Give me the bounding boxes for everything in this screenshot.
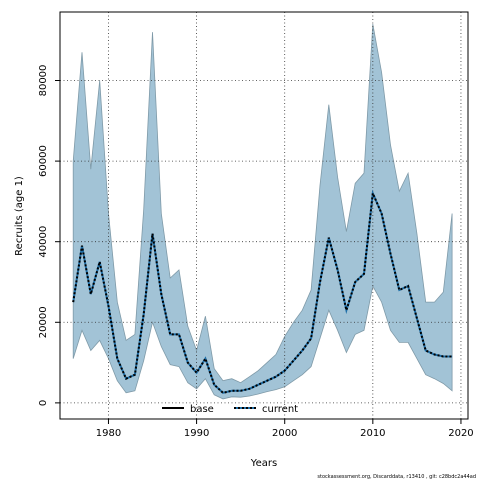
confidence-band-layer [72,24,453,400]
y-tick-label: 20000 [38,306,49,338]
legend-label-base: base [190,404,214,415]
y-axis-title: Recruits (age 1) [14,176,25,256]
y-tick-label: 40000 [38,226,49,258]
axis-layer: 1980 1990 2000 2010 2020 0 20000 40000 60000 8000… [38,65,474,439]
x-tick-label: 2020 [448,428,473,439]
series-line-layer [72,189,453,394]
x-tick-label: 1990 [184,428,209,439]
y-tick-label: 80000 [38,65,49,97]
y-tick-label: 60000 [38,145,49,177]
legend: base current [162,404,298,415]
x-tick-label: 1980 [96,428,121,439]
series-line-current-under [72,189,453,394]
x-axis-title: Years [250,458,277,469]
footer-credit: stockassessment.org, Discarddata, r13410… [317,474,476,480]
plot-frame [59,11,469,420]
grid-layer [60,12,468,419]
y-tick-label: 0 [38,400,49,406]
legend-label-current: current [262,404,298,415]
confidence-band [72,24,453,400]
x-tick-label: 2010 [360,428,385,439]
x-tick-label: 2000 [272,428,297,439]
